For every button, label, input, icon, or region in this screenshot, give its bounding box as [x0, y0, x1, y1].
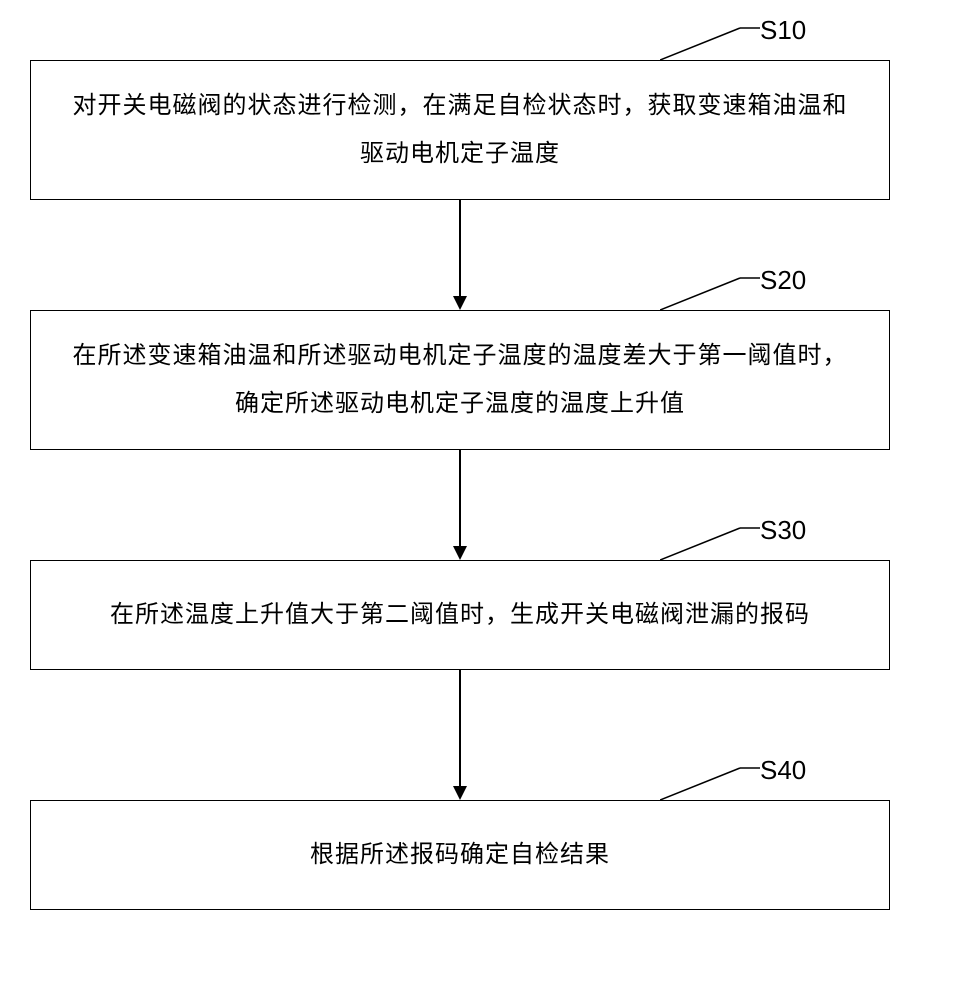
leader-line-s30	[660, 525, 760, 565]
step-label-s20: S20	[760, 265, 806, 296]
arrow-s30-s40	[453, 786, 467, 800]
step-text-s40: 根据所述报码确定自检结果	[310, 831, 610, 879]
connector-s20-s30	[459, 450, 461, 546]
step-text-s10: 对开关电磁阀的状态进行检测，在满足自检状态时，获取变速箱油温和驱动电机定子温度	[61, 82, 859, 178]
leader-line-s40	[660, 765, 760, 805]
step-box-s30: 在所述温度上升值大于第二阈值时，生成开关电磁阀泄漏的报码	[30, 560, 890, 670]
connector-s30-s40	[459, 670, 461, 786]
step-text-s20: 在所述变速箱油温和所述驱动电机定子温度的温度差大于第一阈值时，确定所述驱动电机定…	[61, 332, 859, 428]
step-label-s10: S10	[760, 15, 806, 46]
step-box-s10: 对开关电磁阀的状态进行检测，在满足自检状态时，获取变速箱油温和驱动电机定子温度	[30, 60, 890, 200]
step-box-s20: 在所述变速箱油温和所述驱动电机定子温度的温度差大于第一阈值时，确定所述驱动电机定…	[30, 310, 890, 450]
step-label-s30: S30	[760, 515, 806, 546]
leader-line-s10	[660, 25, 760, 65]
step-text-s30: 在所述温度上升值大于第二阈值时，生成开关电磁阀泄漏的报码	[110, 591, 810, 639]
step-label-s40: S40	[760, 755, 806, 786]
arrow-s10-s20	[453, 296, 467, 310]
connector-s10-s20	[459, 200, 461, 296]
leader-line-s20	[660, 275, 760, 315]
arrow-s20-s30	[453, 546, 467, 560]
flowchart-container: S10 对开关电磁阀的状态进行检测，在满足自检状态时，获取变速箱油温和驱动电机定…	[0, 0, 954, 1000]
step-box-s40: 根据所述报码确定自检结果	[30, 800, 890, 910]
